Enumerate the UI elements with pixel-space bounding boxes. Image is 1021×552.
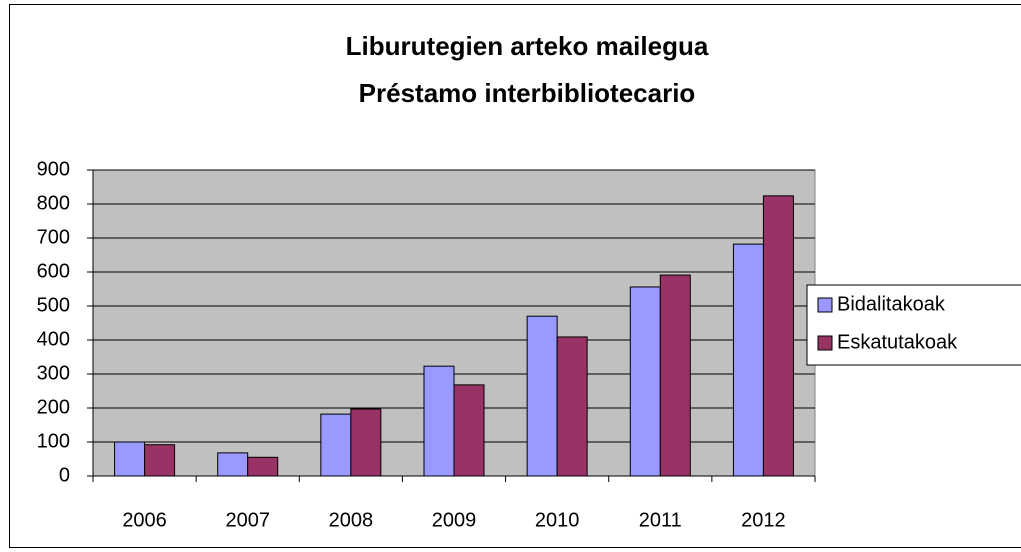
legend-label: Bidalitakoak [837, 293, 946, 315]
bar [114, 441, 146, 477]
x-tick-label: 2011 [639, 509, 682, 531]
y-tick-label: 900 [37, 158, 70, 180]
bar [217, 452, 249, 477]
y-tick-label: 0 [59, 464, 70, 486]
bar [629, 286, 661, 477]
bar [247, 456, 279, 477]
bar [453, 384, 485, 477]
chart-title: Liburutegien arteko mailegua [346, 31, 709, 61]
x-tick-label: 2008 [329, 509, 374, 531]
bar [320, 413, 352, 477]
x-tick-label: 2009 [432, 509, 477, 531]
legend-swatch [817, 297, 833, 313]
y-tick-label: 700 [37, 226, 70, 248]
bar [144, 444, 176, 477]
legend-swatch [817, 335, 833, 351]
y-tick-label: 600 [37, 260, 70, 282]
bar [732, 243, 764, 477]
y-tick-label: 100 [37, 430, 70, 452]
bar [423, 365, 455, 477]
x-tick-label: 2010 [535, 509, 580, 531]
x-tick-label: 2006 [122, 509, 167, 531]
y-tick-label: 300 [37, 362, 70, 384]
legend-box [806, 284, 1021, 366]
x-tick-label: 2007 [225, 509, 270, 531]
bar [350, 408, 382, 477]
y-tick-label: 800 [37, 192, 70, 214]
y-tick-label: 400 [37, 328, 70, 350]
bar [526, 315, 558, 477]
x-tick-label: 2012 [741, 509, 786, 531]
chart-subtitle: Préstamo interbibliotecario [359, 78, 696, 108]
legend-label: Eskatutakoak [837, 331, 958, 353]
bar [659, 274, 691, 477]
y-tick-label: 200 [37, 396, 70, 418]
bar [762, 195, 794, 477]
y-tick-label: 500 [37, 294, 70, 316]
bar [556, 336, 588, 477]
